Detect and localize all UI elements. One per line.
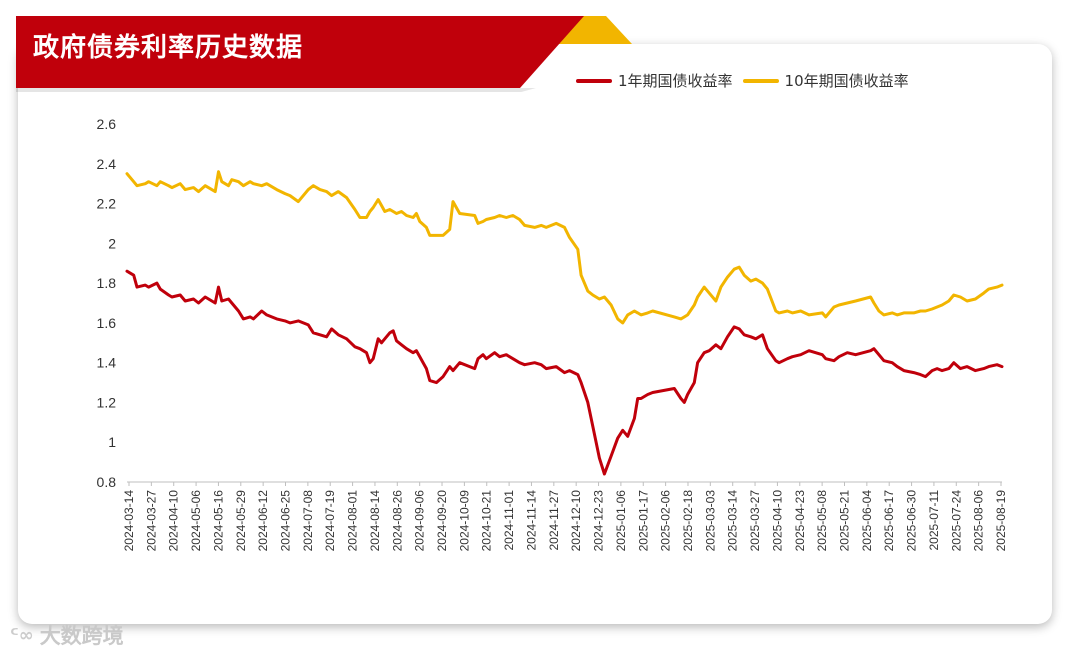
x-tick-label: 2025-08-19 xyxy=(994,490,1008,552)
legend-label-1y: 1年期国债收益率 xyxy=(618,72,733,90)
x-tick-label: 2024-10-21 xyxy=(480,490,494,552)
x-tick-label: 2025-03-27 xyxy=(748,490,762,552)
x-tick-label: 2024-11-14 xyxy=(524,490,538,551)
x-tick-label: 2025-08-06 xyxy=(972,490,986,552)
x-tick-label: 2024-09-06 xyxy=(413,490,427,552)
chart-card xyxy=(18,44,1052,624)
x-tick-label: 2025-07-24 xyxy=(949,490,963,552)
x-tick-label: 2024-09-20 xyxy=(435,490,449,552)
watermark: ᑦ∞ 大数跨境 xyxy=(10,620,124,650)
x-tick-label: 2025-06-04 xyxy=(860,490,874,552)
x-tick-label: 2025-02-18 xyxy=(681,490,695,552)
legend-label-10y: 10年期国债收益率 xyxy=(784,72,909,90)
x-tick-label: 2024-07-19 xyxy=(323,490,337,552)
y-tick-label: 1.6 xyxy=(97,315,117,331)
y-tick-label: 1.2 xyxy=(97,394,117,410)
x-tick-label: 2025-01-06 xyxy=(614,490,628,552)
x-tick-label: 2025-05-08 xyxy=(815,490,829,552)
x-tick-label: 2025-07-11 xyxy=(927,490,941,551)
series-line-1y xyxy=(125,269,1004,476)
x-tick-label: 2024-11-27 xyxy=(547,490,561,551)
x-tick-label: 2024-10-09 xyxy=(457,490,471,552)
x-tick-label: 2024-03-27 xyxy=(144,490,158,552)
y-tick-label: 0.8 xyxy=(97,474,117,490)
watermark-text: 大数跨境 xyxy=(39,624,124,648)
legend-swatch-10y xyxy=(742,78,779,83)
banner-red xyxy=(16,16,584,88)
x-tick-label: 2024-05-29 xyxy=(234,490,248,552)
x-tick-label: 2024-06-25 xyxy=(279,490,293,552)
x-tick-label: 2025-06-17 xyxy=(882,490,896,552)
x-tick-label: 2024-05-16 xyxy=(211,490,225,552)
x-tick-label: 2025-03-03 xyxy=(703,490,717,552)
x-tick-label: 2025-01-17 xyxy=(636,490,650,552)
y-tick-label: 1.8 xyxy=(97,275,117,291)
x-tick-label: 2025-03-14 xyxy=(726,490,740,552)
x-tick-label: 2024-12-23 xyxy=(592,490,606,552)
brand-logo-icon: ᑦ∞ xyxy=(10,624,34,646)
title-banner xyxy=(16,16,632,92)
chart-title: 政府债券利率历史数据 xyxy=(33,33,304,63)
y-tick-label: 2.4 xyxy=(97,156,117,172)
x-tick-label: 2024-08-26 xyxy=(390,490,404,552)
y-tick-label: 1.4 xyxy=(97,355,117,371)
legend: 1年期国债收益率 10年期国债收益率 xyxy=(576,70,919,91)
x-tick-label: 2025-05-21 xyxy=(837,490,851,552)
x-tick-label: 2024-06-12 xyxy=(256,490,270,552)
legend-swatch-1y xyxy=(576,78,612,83)
y-tick-label: 2.2 xyxy=(97,196,117,212)
x-tick-label: 2025-06-30 xyxy=(905,490,919,552)
legend-item-10y: 10年期国债收益率 xyxy=(742,70,909,91)
x-tick-label: 2024-08-14 xyxy=(368,490,382,552)
y-tick-label: 1 xyxy=(108,434,116,450)
banner-shadow xyxy=(16,88,536,92)
x-tick-label: 2024-05-06 xyxy=(189,490,203,552)
x-tick-label: 2024-11-01 xyxy=(502,490,516,551)
x-tick-label: 2024-08-01 xyxy=(346,490,360,552)
y-tick-label: 2.6 xyxy=(97,116,117,132)
x-tick-label: 2024-04-10 xyxy=(167,490,181,552)
x-tick-label: 2024-07-08 xyxy=(301,490,315,552)
x-tick-label: 2025-02-06 xyxy=(659,490,673,552)
x-tick-label: 2024-12-10 xyxy=(569,490,583,552)
x-tick-label: 2025-04-10 xyxy=(770,490,784,552)
y-tick-label: 2 xyxy=(108,235,116,251)
legend-item-1y: 1年期国债收益率 xyxy=(576,70,733,91)
series-line-10y xyxy=(125,170,1004,325)
x-tick-label: 2024-03-14 xyxy=(122,490,136,552)
x-tick-label: 2025-04-23 xyxy=(793,490,807,552)
